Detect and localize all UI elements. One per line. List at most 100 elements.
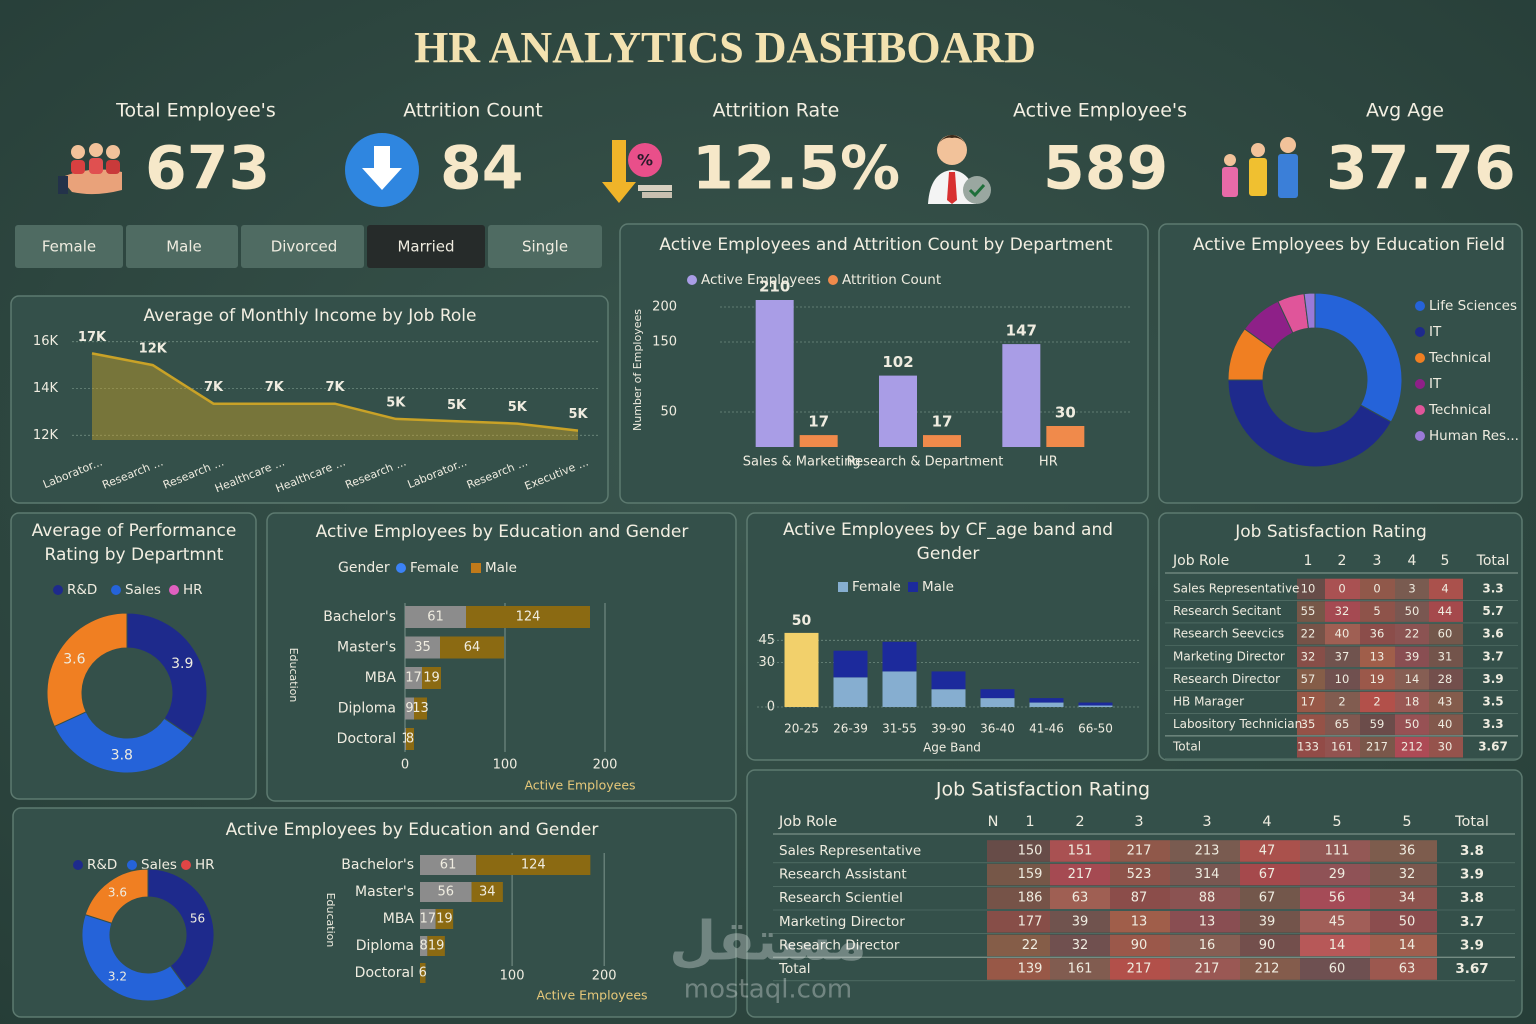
- bar-segment: [406, 728, 414, 750]
- table-cell: 5.7: [1482, 604, 1503, 618]
- table-cell: 32: [1072, 938, 1089, 953]
- heat-cell: [1370, 958, 1437, 980]
- filter-label[interactable]: Female: [42, 238, 96, 256]
- x-tick-label: 39-90: [931, 722, 966, 736]
- x-tick-label: HR: [1039, 455, 1058, 470]
- heat-cell: [1300, 863, 1370, 886]
- table-cell: 19: [1370, 672, 1385, 686]
- table-cell: 60: [1438, 627, 1453, 641]
- data-label: 3.6: [63, 651, 85, 667]
- heat-cell: [1240, 934, 1300, 957]
- x-axis-label: Active Employees: [536, 988, 647, 1003]
- legend-swatch: [1415, 301, 1425, 311]
- donut-slice: [1227, 379, 1392, 468]
- bar-segment: [427, 936, 445, 956]
- legend-label: Female: [852, 579, 901, 595]
- filter-button[interactable]: [367, 225, 485, 268]
- heat-cell: [987, 863, 1050, 886]
- icon-attrition: [345, 133, 419, 207]
- heat-cell: [1325, 578, 1360, 600]
- table-header: N: [988, 814, 999, 830]
- filter-label[interactable]: Male: [166, 238, 202, 256]
- data-label: 147: [1006, 322, 1037, 340]
- heat-cell: [1360, 578, 1395, 600]
- heat-cell: [1360, 691, 1395, 713]
- y-tick-label: 14K: [33, 381, 59, 396]
- bar: [755, 300, 794, 447]
- table-cell: 13: [1370, 649, 1385, 663]
- y-tick-label: Bachelor's: [323, 609, 396, 625]
- table-cell: 59: [1370, 717, 1385, 731]
- table-cell: 87: [1131, 891, 1148, 906]
- table-cell: 212: [1401, 740, 1423, 754]
- legend-swatch: [127, 860, 137, 870]
- data-label: 17: [420, 912, 437, 927]
- chart-title: Active Employees by CF_age band and Gend…: [782, 520, 1114, 564]
- table-cell: 60: [1329, 962, 1346, 977]
- heat-cell: [1050, 934, 1110, 957]
- table-cell: 90: [1131, 938, 1148, 953]
- x-tick-label: Sales & Marketing: [743, 455, 861, 470]
- table-cell: Total: [1172, 740, 1201, 754]
- table-cell: 32: [1301, 649, 1316, 663]
- icon-rate: %: [602, 140, 672, 203]
- y-tick-label: Bachelor's: [341, 857, 414, 873]
- filter-button[interactable]: [126, 225, 238, 268]
- heat-cell: [1050, 863, 1110, 886]
- table-cell: 39: [1259, 914, 1276, 929]
- table-header: 1: [1025, 814, 1034, 830]
- table-cell: 3.7: [1460, 914, 1484, 930]
- table-header: Total: [1454, 814, 1489, 830]
- table-cell: 50: [1405, 604, 1420, 618]
- table-header: 2: [1075, 814, 1084, 830]
- legend-label: Male: [922, 579, 954, 595]
- filter-button[interactable]: [15, 225, 123, 268]
- bar-segment: [420, 963, 426, 983]
- table-cell: 3.6: [1482, 627, 1503, 641]
- y-tick-label: Master's: [337, 640, 396, 656]
- heat-cell: [1370, 887, 1437, 909]
- table-cell: 47: [1259, 844, 1276, 859]
- bar-segment: [405, 606, 466, 628]
- legend-label: Female: [410, 560, 459, 576]
- bar-segment: [420, 936, 428, 956]
- heat-cell: [1110, 840, 1170, 862]
- table-header: 5: [1332, 814, 1341, 830]
- heat-cell: [1297, 623, 1325, 645]
- table-header: 3: [1134, 814, 1143, 830]
- heat-cell: [1297, 601, 1325, 622]
- kpi-value: 673: [145, 134, 270, 204]
- bar: [879, 375, 917, 447]
- table-cell: Research Director: [1173, 672, 1280, 686]
- bar-segment: [422, 667, 441, 689]
- legend-label: IT: [1429, 376, 1442, 392]
- filter-button[interactable]: [488, 225, 602, 268]
- filter-label[interactable]: Married: [397, 238, 454, 256]
- heat-cell: [1110, 958, 1170, 980]
- data-label: 124: [521, 858, 546, 873]
- table-cell: 10: [1335, 672, 1350, 686]
- table-cell: 139: [1018, 962, 1043, 977]
- table-cell: 5: [1373, 604, 1380, 618]
- legend-swatch: [53, 585, 63, 595]
- x-tick-label: 20-25: [784, 722, 819, 736]
- table-cell: 2: [1373, 695, 1380, 709]
- y-axis-label: Education: [324, 893, 337, 948]
- data-label: 6: [419, 966, 427, 981]
- heat-cell: [1240, 887, 1300, 909]
- filter-button[interactable]: [241, 225, 364, 268]
- table-cell: HB Marager: [1173, 695, 1244, 709]
- x-tick-label: Research & Department: [847, 455, 1004, 470]
- heat-cell: [987, 887, 1050, 909]
- bar-segment: [784, 632, 819, 707]
- data-label: 61: [427, 610, 444, 625]
- filter-label[interactable]: Single: [522, 238, 568, 256]
- donut-slice: [147, 868, 215, 990]
- data-label: 34: [479, 885, 496, 900]
- data-label: 124: [516, 610, 541, 625]
- panel: [10, 295, 609, 504]
- bar-segment: [405, 697, 414, 720]
- table-cell: 40: [1438, 717, 1453, 731]
- filter-label[interactable]: Divorced: [271, 238, 338, 256]
- legend-swatch: [169, 585, 179, 595]
